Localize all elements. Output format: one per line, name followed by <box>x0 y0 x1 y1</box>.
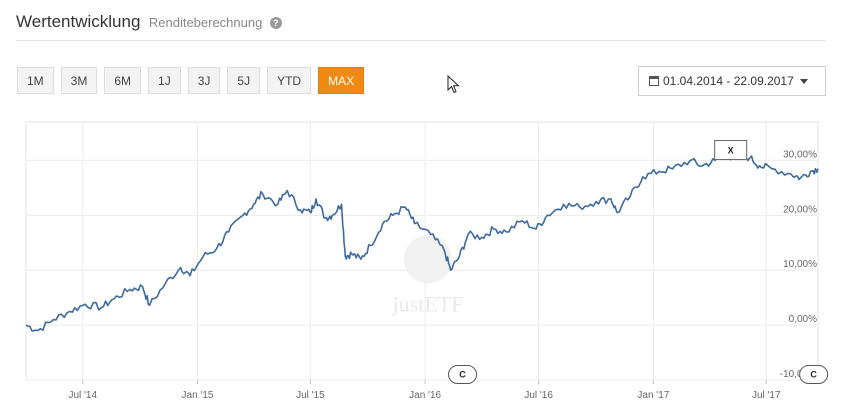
dividend-flag-x[interactable]: X <box>714 140 748 161</box>
y-tick-label: -10,00% <box>780 369 817 380</box>
section-subtitle: Renditeberechnung <box>148 15 263 30</box>
y-tick-label: 30,00% <box>783 149 817 160</box>
x-tick-label: Jul '17 <box>752 390 781 401</box>
x-tick-label: Jul '16 <box>524 390 553 401</box>
flag-box <box>448 365 478 385</box>
section-header: Wertentwicklung Renditeberechnung ? <box>16 12 826 41</box>
watermark-text: justETF <box>392 291 464 316</box>
x-tick-label: Jan '16 <box>409 390 441 401</box>
range-button-ytd[interactable]: YTD <box>267 67 312 94</box>
range-button-max[interactable]: MAX <box>318 67 365 94</box>
y-tick-label: 20,00% <box>783 204 817 215</box>
x-tick-label: Jan '15 <box>182 390 214 401</box>
range-button-1m[interactable]: 1M <box>17 67 54 94</box>
date-range-value: 01.04.2014 - 22.09.2017 <box>663 74 794 88</box>
chart-grid <box>25 121 819 384</box>
chart-ticks: Jul '14 Jan '15 Jul '15 Jan '16 Jul '16 Jan '… <box>68 149 817 401</box>
x-tick-label: Jul '14 <box>68 390 97 401</box>
mouse-cursor-icon <box>447 75 460 94</box>
x-tick-label: Jan '17 <box>637 390 669 401</box>
range-button-3j[interactable]: 3J <box>187 67 221 94</box>
range-button-6m[interactable]: 6M <box>104 67 142 94</box>
range-button-5j[interactable]: 5J <box>227 67 261 94</box>
x-tick-label: Jul '15 <box>296 390 325 401</box>
calendar-icon <box>649 76 659 86</box>
section-title: Wertentwicklung <box>16 12 141 31</box>
date-range-dropdown[interactable]: 01.04.2014 - 22.09.2017 <box>638 66 826 96</box>
range-button-1j[interactable]: 1J <box>148 67 181 94</box>
range-button-3m[interactable]: 3M <box>60 67 98 94</box>
caret-down-icon <box>799 79 808 84</box>
watermark-logo-icon <box>404 235 452 284</box>
event-flag-c[interactable]: C <box>799 365 829 385</box>
series-line <box>25 150 819 332</box>
event-flag-c[interactable]: C <box>448 365 478 385</box>
flag-label: X <box>728 146 734 156</box>
flag-label: C <box>810 370 817 380</box>
y-tick-label: 10,00% <box>783 259 817 270</box>
flag-box <box>799 365 829 385</box>
flag-box <box>714 140 748 161</box>
flag-label: C <box>459 370 466 380</box>
chart-flags: X C C <box>448 140 829 385</box>
question-icon[interactable]: ? <box>269 17 282 29</box>
range-button-group: 1M 3M 6M 1J 3J 5J YTD MAX <box>17 67 371 94</box>
y-tick-label: 0,00% <box>789 314 817 325</box>
